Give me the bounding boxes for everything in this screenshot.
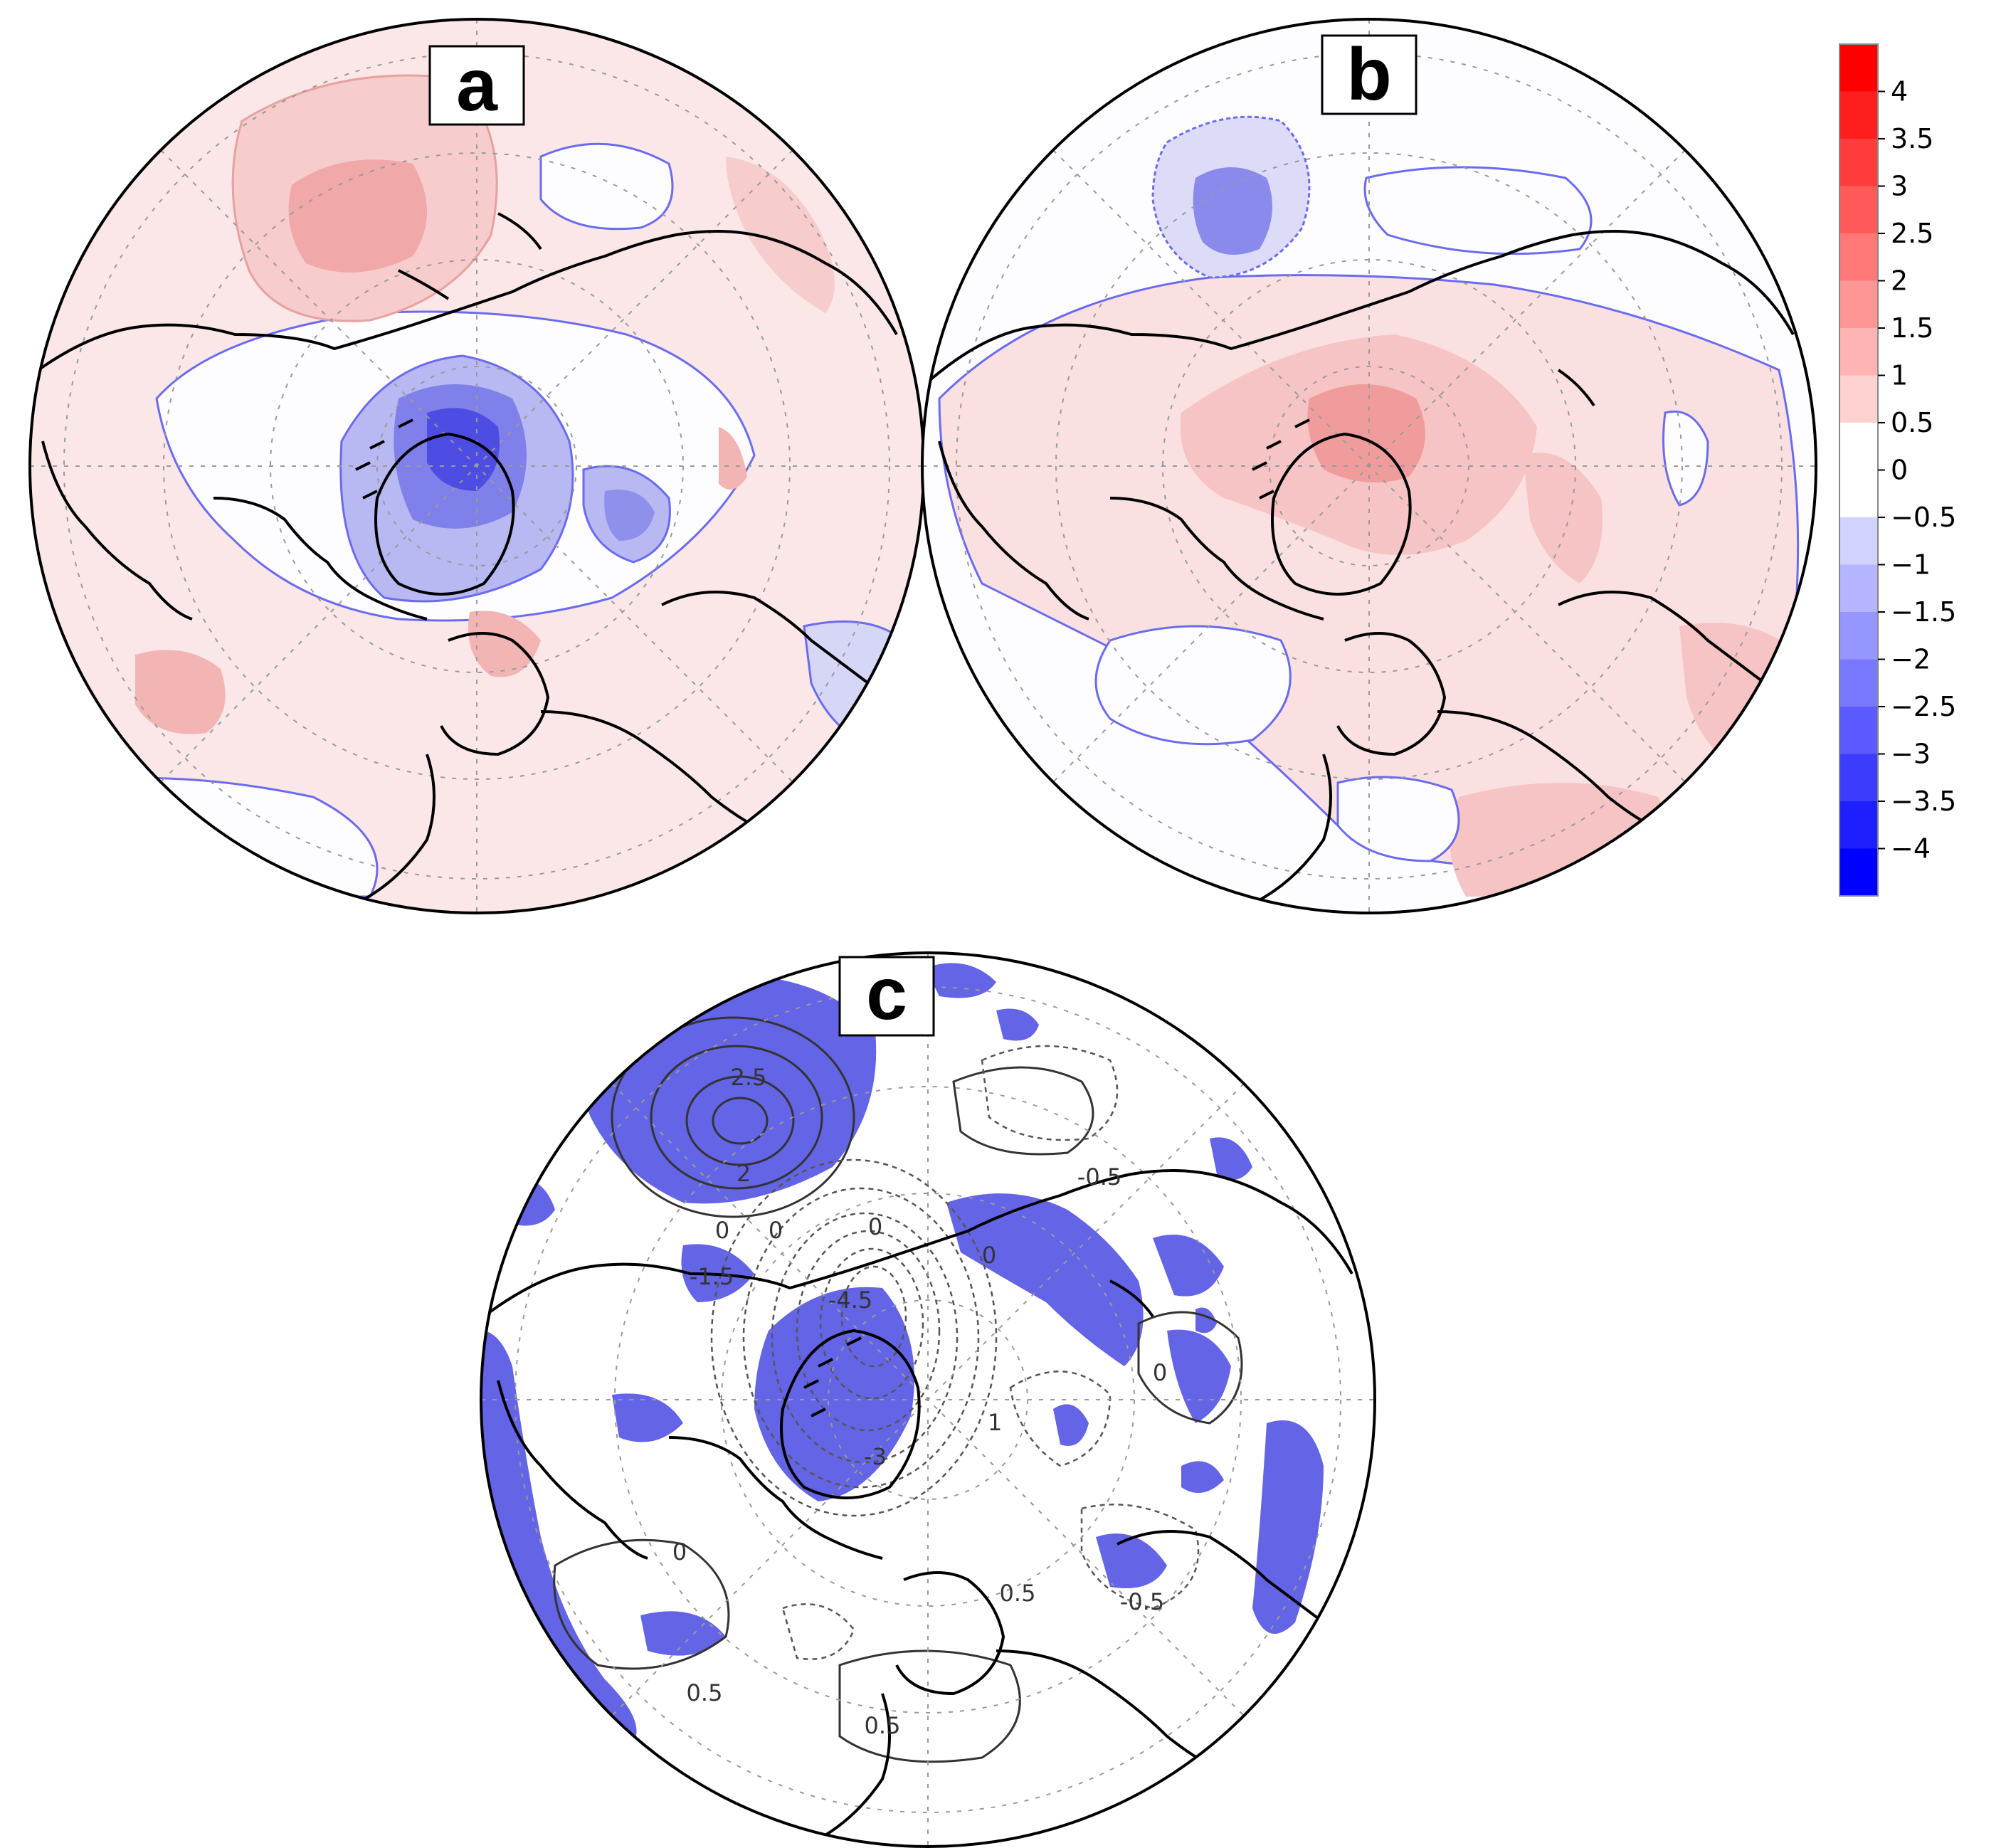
contour-label: -0.5 [1077, 1163, 1121, 1190]
contour-label: 0.5 [1000, 1580, 1036, 1607]
contour-label: 0.5 [865, 1712, 901, 1739]
contour-label: 0 [868, 1213, 882, 1240]
colorbar-swatch [1839, 564, 1878, 613]
panel-b-label: b [1346, 33, 1392, 116]
contour-label: 0 [672, 1538, 687, 1565]
contour-label: -4.5 [828, 1287, 872, 1314]
contour-label: 0.5 [687, 1679, 723, 1706]
colorbar-tick-label: 2 [1891, 265, 1908, 297]
panel-a-map: a [28, 18, 925, 914]
colorbar-tick-label: 3 [1891, 171, 1908, 202]
contour-label: -0.5 [1120, 1588, 1164, 1615]
colorbar-tick-label: 0 [1891, 455, 1908, 486]
panel-b-label-box [1321, 34, 1418, 115]
colorbar-tick-label: 1 [1891, 360, 1908, 391]
colorbar-tick-label: 4 [1891, 76, 1908, 107]
colorbar-tick-label: −3 [1891, 739, 1931, 770]
colorbar-swatch [1839, 801, 1878, 850]
colorbar-swatch [1839, 707, 1878, 755]
colorbar-swatch [1839, 423, 1878, 471]
contour-label: 0 [1153, 1359, 1167, 1386]
colorbar-swatch [1839, 754, 1878, 802]
colorbar-tick-label: −2.5 [1891, 691, 1956, 722]
panel-c-map: 2.5 2 0 0 0 -1.5 -4.5 -3 1 0 -0.5 0 0 -0… [480, 951, 1376, 1848]
contour-label: 0 [769, 1217, 783, 1244]
contour-label: 2.5 [731, 1064, 767, 1091]
colorbar-tick-label: 3.5 [1891, 123, 1933, 154]
colorbar-tick-label: 1.5 [1891, 312, 1933, 344]
colorbar-tick-label: −1 [1891, 549, 1931, 581]
contour-label: -3 [864, 1443, 887, 1470]
colorbar-swatch [1839, 186, 1878, 234]
panel-c-label-box [838, 956, 935, 1037]
colorbar-swatch [1839, 233, 1878, 282]
colorbar-tick-label: −2 [1891, 644, 1931, 675]
colorbar-tick-label: −0.5 [1891, 502, 1956, 533]
colorbar-swatch [1839, 517, 1878, 566]
colorbar-swatch [1839, 280, 1878, 329]
panel-c-label: c [866, 953, 907, 1035]
contour-label: -1.5 [690, 1263, 734, 1290]
contour-label: 2 [737, 1160, 751, 1187]
colorbar-swatch [1839, 91, 1878, 139]
panel-b-map: b [921, 18, 1817, 914]
colorbar-tick-label: −1.5 [1891, 596, 1956, 628]
colorbar-swatch [1839, 375, 1878, 423]
colorbar-swatch [1839, 848, 1878, 897]
colorbar-swatches [1839, 44, 1878, 897]
contour-label: 0 [982, 1242, 996, 1269]
contour-label: 1 [988, 1409, 1002, 1436]
colorbar: 4 3.5 3 2.5 2 1.5 1 0.5 0 −0.5 −1 −1.5 −2 −2.5 −3 −3.5 −… [1839, 43, 1956, 897]
colorbar-swatch [1839, 139, 1878, 187]
colorbar-tick-label: −4 [1891, 833, 1931, 865]
colorbar-tick-label: −3.5 [1891, 786, 1956, 817]
colorbar-swatch [1839, 328, 1878, 376]
colorbar-swatch [1839, 659, 1878, 707]
contour-label: 0 [715, 1217, 729, 1244]
colorbar-tick-label: 2.5 [1891, 218, 1933, 249]
panel-a-label: a [456, 44, 498, 127]
colorbar-swatch [1839, 44, 1878, 93]
colorbar-tick-label: 0.5 [1891, 407, 1933, 438]
colorbar-swatch [1839, 470, 1878, 518]
colorbar-swatch [1839, 612, 1878, 660]
panel-a-label-box [428, 45, 525, 126]
